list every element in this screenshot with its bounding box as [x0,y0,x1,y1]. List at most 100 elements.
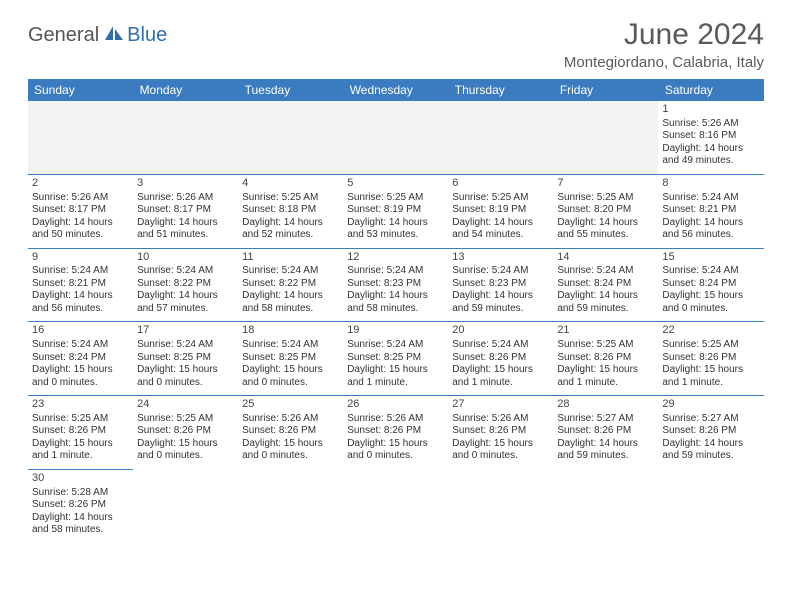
sunrise-line: Sunrise: 5:25 AM [557,339,654,352]
sail-icon [103,24,125,47]
calendar-cell: 16Sunrise: 5:24 AMSunset: 8:24 PMDayligh… [28,322,133,396]
calendar-cell [448,101,553,174]
sunset-line: Sunset: 8:26 PM [32,499,129,512]
sunrise-line: Sunrise: 5:24 AM [242,339,339,352]
day-number: 26 [347,398,444,412]
sunset-line: Sunset: 8:25 PM [242,352,339,365]
calendar-cell [28,101,133,174]
day-number: 8 [662,177,759,191]
sunset-line: Sunset: 8:16 PM [662,130,759,143]
day-number: 16 [32,324,129,338]
daylight-line: Daylight: 15 hours and 0 minutes. [137,438,234,463]
logo: General Blue [28,24,167,47]
sunrise-line: Sunrise: 5:25 AM [662,339,759,352]
daylight-line: Daylight: 15 hours and 1 minute. [452,364,549,389]
calendar-week-row: 16Sunrise: 5:24 AMSunset: 8:24 PMDayligh… [28,322,764,396]
sunrise-line: Sunrise: 5:28 AM [32,487,129,500]
sunset-line: Sunset: 8:17 PM [32,204,129,217]
calendar-cell [343,469,448,542]
sunrise-line: Sunrise: 5:25 AM [137,413,234,426]
sunrise-line: Sunrise: 5:24 AM [662,192,759,205]
sunset-line: Sunset: 8:26 PM [662,425,759,438]
daylight-line: Daylight: 14 hours and 58 minutes. [347,290,444,315]
calendar-cell: 26Sunrise: 5:26 AMSunset: 8:26 PMDayligh… [343,396,448,470]
daylight-line: Daylight: 15 hours and 0 minutes. [242,438,339,463]
calendar-week-row: 30Sunrise: 5:28 AMSunset: 8:26 PMDayligh… [28,469,764,542]
day-number: 3 [137,177,234,191]
sunset-line: Sunset: 8:19 PM [452,204,549,217]
sunrise-line: Sunrise: 5:24 AM [137,339,234,352]
calendar-cell: 19Sunrise: 5:24 AMSunset: 8:25 PMDayligh… [343,322,448,396]
daylight-line: Daylight: 15 hours and 0 minutes. [452,438,549,463]
calendar-cell: 27Sunrise: 5:26 AMSunset: 8:26 PMDayligh… [448,396,553,470]
calendar-cell [343,101,448,174]
day-number: 30 [32,472,129,486]
sunset-line: Sunset: 8:24 PM [557,278,654,291]
sunrise-line: Sunrise: 5:25 AM [452,192,549,205]
calendar-cell: 7Sunrise: 5:25 AMSunset: 8:20 PMDaylight… [553,174,658,248]
daylight-line: Daylight: 15 hours and 1 minute. [32,438,129,463]
day-header: Wednesday [343,79,448,101]
sunset-line: Sunset: 8:26 PM [242,425,339,438]
day-header: Saturday [658,79,763,101]
day-number: 23 [32,398,129,412]
sunrise-line: Sunrise: 5:25 AM [347,192,444,205]
sunrise-line: Sunrise: 5:24 AM [662,265,759,278]
calendar-cell: 5Sunrise: 5:25 AMSunset: 8:19 PMDaylight… [343,174,448,248]
calendar-cell: 20Sunrise: 5:24 AMSunset: 8:26 PMDayligh… [448,322,553,396]
day-number: 4 [242,177,339,191]
calendar-cell: 2Sunrise: 5:26 AMSunset: 8:17 PMDaylight… [28,174,133,248]
daylight-line: Daylight: 15 hours and 1 minute. [557,364,654,389]
calendar-cell: 4Sunrise: 5:25 AMSunset: 8:18 PMDaylight… [238,174,343,248]
day-header: Thursday [448,79,553,101]
sunrise-line: Sunrise: 5:24 AM [32,339,129,352]
sunset-line: Sunset: 8:22 PM [242,278,339,291]
sunrise-line: Sunrise: 5:25 AM [32,413,129,426]
day-number: 24 [137,398,234,412]
daylight-line: Daylight: 15 hours and 0 minutes. [662,290,759,315]
calendar-cell: 11Sunrise: 5:24 AMSunset: 8:22 PMDayligh… [238,248,343,322]
daylight-line: Daylight: 14 hours and 59 minutes. [557,438,654,463]
daylight-line: Daylight: 15 hours and 0 minutes. [137,364,234,389]
day-number: 27 [452,398,549,412]
day-number: 6 [452,177,549,191]
day-number: 2 [32,177,129,191]
sunrise-line: Sunrise: 5:24 AM [452,265,549,278]
daylight-line: Daylight: 14 hours and 58 minutes. [32,512,129,537]
day-number: 25 [242,398,339,412]
sunrise-line: Sunrise: 5:26 AM [452,413,549,426]
daylight-line: Daylight: 14 hours and 50 minutes. [32,217,129,242]
sunset-line: Sunset: 8:26 PM [557,425,654,438]
daylight-line: Daylight: 14 hours and 56 minutes. [32,290,129,315]
calendar-cell: 23Sunrise: 5:25 AMSunset: 8:26 PMDayligh… [28,396,133,470]
sunset-line: Sunset: 8:21 PM [662,204,759,217]
daylight-line: Daylight: 15 hours and 0 minutes. [32,364,129,389]
sunrise-line: Sunrise: 5:27 AM [662,413,759,426]
calendar-week-row: 9Sunrise: 5:24 AMSunset: 8:21 PMDaylight… [28,248,764,322]
day-number: 14 [557,251,654,265]
daylight-line: Daylight: 14 hours and 56 minutes. [662,217,759,242]
sunrise-line: Sunrise: 5:26 AM [242,413,339,426]
calendar-cell: 21Sunrise: 5:25 AMSunset: 8:26 PMDayligh… [553,322,658,396]
calendar-cell: 25Sunrise: 5:26 AMSunset: 8:26 PMDayligh… [238,396,343,470]
sunrise-line: Sunrise: 5:24 AM [242,265,339,278]
daylight-line: Daylight: 14 hours and 58 minutes. [242,290,339,315]
day-number: 22 [662,324,759,338]
calendar-cell: 9Sunrise: 5:24 AMSunset: 8:21 PMDaylight… [28,248,133,322]
daylight-line: Daylight: 14 hours and 52 minutes. [242,217,339,242]
calendar-cell [553,101,658,174]
calendar-cell [238,469,343,542]
day-number: 18 [242,324,339,338]
sunset-line: Sunset: 8:25 PM [137,352,234,365]
day-header: Friday [553,79,658,101]
calendar-cell [238,101,343,174]
sunrise-line: Sunrise: 5:24 AM [347,339,444,352]
calendar-cell: 8Sunrise: 5:24 AMSunset: 8:21 PMDaylight… [658,174,763,248]
calendar-cell: 1Sunrise: 5:26 AMSunset: 8:16 PMDaylight… [658,101,763,174]
daylight-line: Daylight: 15 hours and 0 minutes. [347,438,444,463]
calendar-cell: 10Sunrise: 5:24 AMSunset: 8:22 PMDayligh… [133,248,238,322]
daylight-line: Daylight: 14 hours and 57 minutes. [137,290,234,315]
sunset-line: Sunset: 8:21 PM [32,278,129,291]
daylight-line: Daylight: 14 hours and 59 minutes. [557,290,654,315]
sunset-line: Sunset: 8:26 PM [32,425,129,438]
